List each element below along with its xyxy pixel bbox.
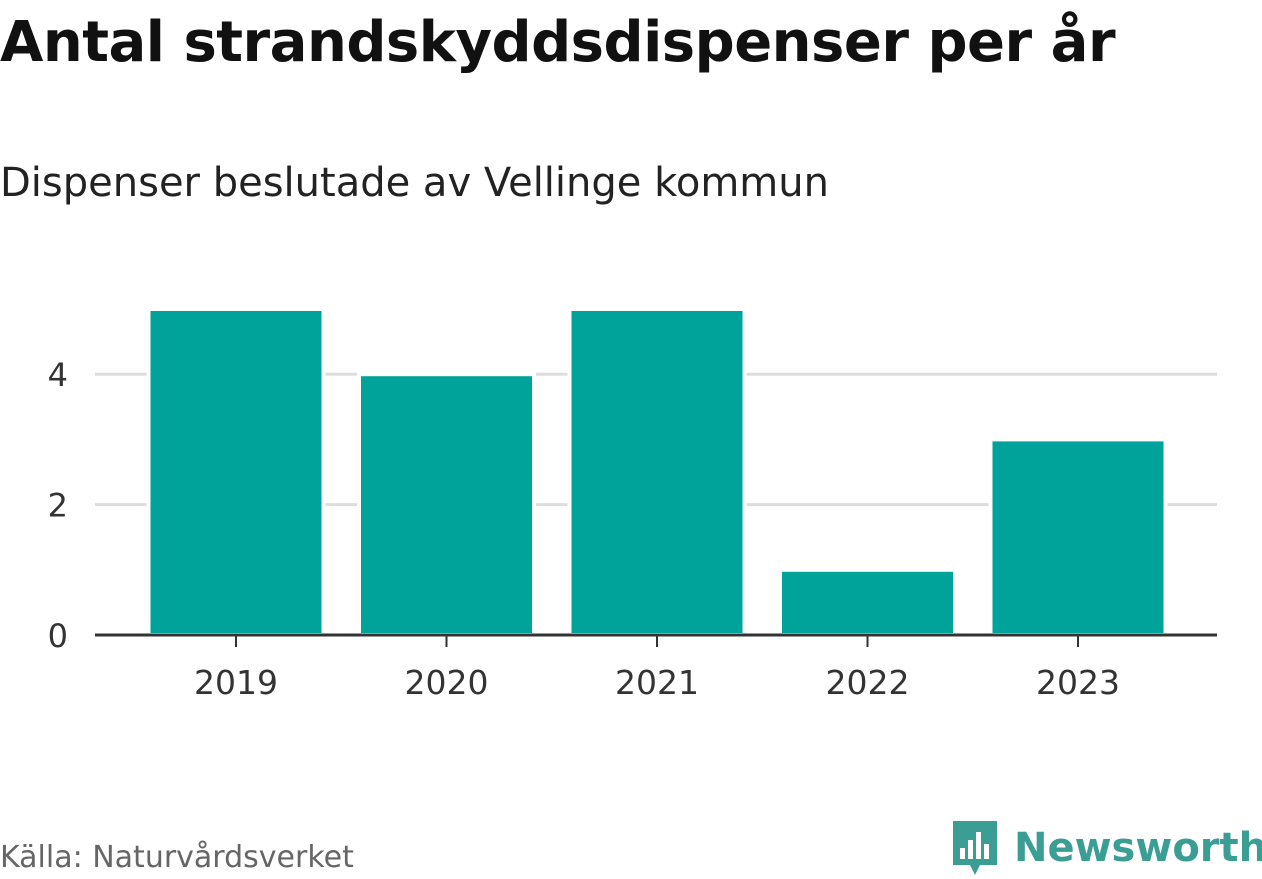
x-tick-label: 2019 [194,663,278,702]
bars [146,307,1168,637]
y-tick-label: 0 [48,617,68,655]
bar-2021 [567,307,747,637]
bar-2020 [356,372,537,637]
x-tick-label: 2023 [1036,663,1120,702]
source-note: Källa: Naturvårdsverket [0,840,354,875]
x-axis [95,633,1217,647]
tick-labels: 0 2 4 2019 2020 2021 2022 2023 [48,356,1120,702]
bar-2019 [146,307,326,637]
x-tick-label: 2020 [405,663,489,702]
y-tick-label: 4 [48,356,68,394]
y-tick-label: 2 [48,487,68,525]
chart-title: Antal strandskyddsdispenser per år [0,10,1116,75]
bar-2022 [777,567,958,637]
brand-name: Newsworthy [1014,825,1262,871]
chart-subtitle: Dispenser beslutade av Vellinge kommun [0,160,829,206]
brand-logo: Newsworthy [950,818,1262,878]
bar-2023 [988,437,1168,637]
newsworthy-logo-icon [953,821,997,875]
x-tick-label: 2022 [826,663,910,702]
x-tick-label: 2021 [615,663,699,702]
